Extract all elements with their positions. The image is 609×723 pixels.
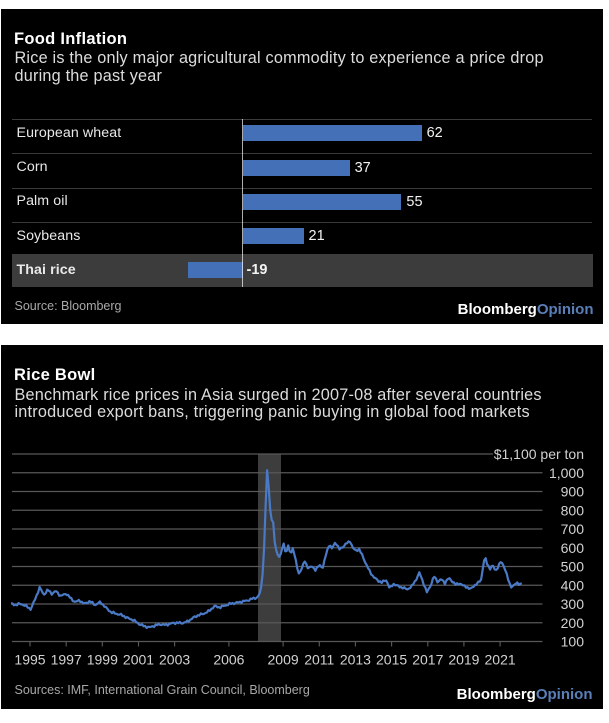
svg-text:600: 600 — [561, 540, 585, 556]
svg-text:900: 900 — [561, 484, 585, 500]
svg-text:$1,100 per ton: $1,100 per ton — [494, 446, 584, 462]
svg-text:400: 400 — [561, 577, 585, 593]
svg-text:200: 200 — [561, 615, 585, 631]
svg-text:2006: 2006 — [213, 652, 244, 668]
svg-text:1999: 1999 — [87, 652, 118, 668]
svg-text:100: 100 — [561, 634, 585, 650]
svg-text:2001: 2001 — [123, 652, 154, 668]
svg-text:800: 800 — [561, 502, 585, 518]
svg-text:2019: 2019 — [448, 652, 479, 668]
svg-text:500: 500 — [561, 559, 585, 575]
svg-text:2013: 2013 — [340, 652, 371, 668]
svg-text:2017: 2017 — [412, 652, 443, 668]
svg-text:1997: 1997 — [51, 652, 82, 668]
svg-text:1995: 1995 — [14, 652, 45, 668]
svg-text:2009: 2009 — [268, 652, 299, 668]
svg-text:300: 300 — [561, 596, 585, 612]
svg-text:700: 700 — [561, 521, 585, 537]
svg-text:1,000: 1,000 — [549, 465, 584, 481]
svg-text:2011: 2011 — [304, 652, 334, 668]
svg-text:2003: 2003 — [159, 652, 190, 668]
svg-text:2015: 2015 — [376, 652, 407, 668]
svg-text:2021: 2021 — [485, 652, 516, 668]
